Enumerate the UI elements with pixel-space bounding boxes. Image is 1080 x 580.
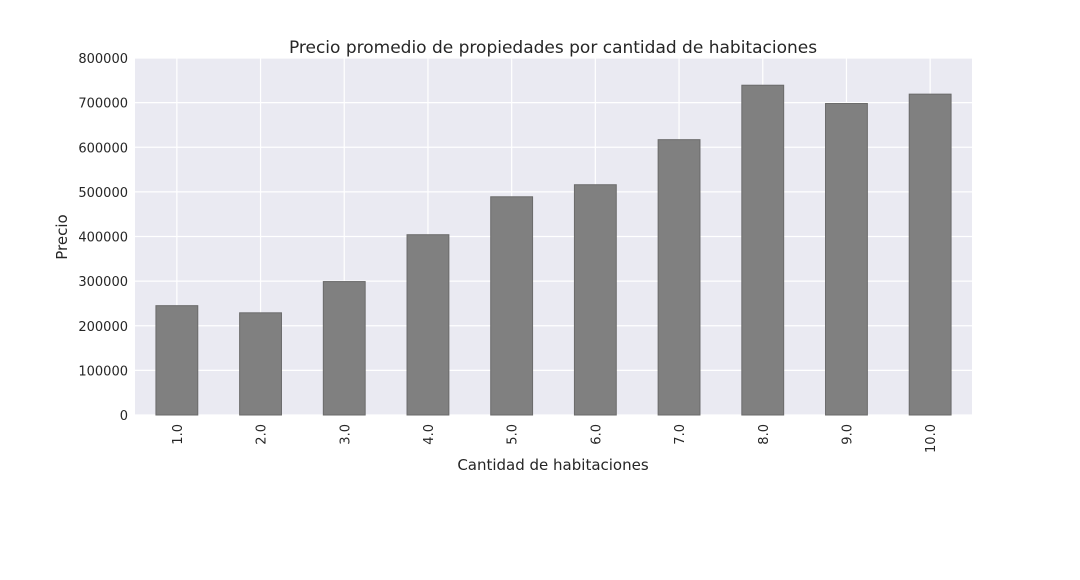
x-tick-label: 10.0 xyxy=(924,424,939,453)
y-tick-label: 100000 xyxy=(78,364,128,379)
bar-5.0 xyxy=(490,196,534,416)
bar-1.0 xyxy=(155,305,199,416)
y-axis-ticks: 0 100000 200000 300000 400000 500000 600000 700… xyxy=(78,52,128,424)
x-tick-label: 3.0 xyxy=(338,424,353,445)
y-tick-label: 600000 xyxy=(78,141,128,156)
y-tick-label: 500000 xyxy=(78,186,128,201)
y-tick-label: 200000 xyxy=(78,320,128,335)
x-tick-label: 5.0 xyxy=(506,424,521,445)
bar-2.0 xyxy=(239,312,282,416)
x-axis-label: Cantidad de habitaciones xyxy=(457,456,649,474)
bar-6.0 xyxy=(573,184,617,416)
x-tick-label: 1.0 xyxy=(171,424,186,445)
y-tick-label: 400000 xyxy=(78,231,128,246)
x-tick-label: 9.0 xyxy=(840,424,855,445)
bar-8.0 xyxy=(741,84,785,416)
bar-9.0 xyxy=(825,103,868,416)
bar-10.0 xyxy=(908,93,952,416)
x-axis-ticks: 1.0 2.0 3.0 4.0 5.0 6.0 7.0 8.0 9.0 10.0 xyxy=(171,424,939,453)
bar-4.0 xyxy=(406,234,450,416)
bar-3.0 xyxy=(322,281,366,416)
x-tick-label: 2.0 xyxy=(255,424,270,445)
x-tick-label: 7.0 xyxy=(673,424,688,445)
y-tick-label: 700000 xyxy=(78,97,128,112)
x-tick-label: 4.0 xyxy=(422,424,437,445)
bar-7.0 xyxy=(657,139,701,416)
x-tick-label: 8.0 xyxy=(757,424,772,445)
y-tick-label: 300000 xyxy=(78,275,128,290)
chart-title: Precio promedio de propiedades por canti… xyxy=(289,38,817,58)
y-axis-label: Precio xyxy=(53,214,71,259)
bars xyxy=(155,84,952,416)
y-tick-label: 0 xyxy=(120,409,128,424)
y-tick-label: 800000 xyxy=(78,52,128,67)
x-tick-label: 6.0 xyxy=(589,424,604,445)
